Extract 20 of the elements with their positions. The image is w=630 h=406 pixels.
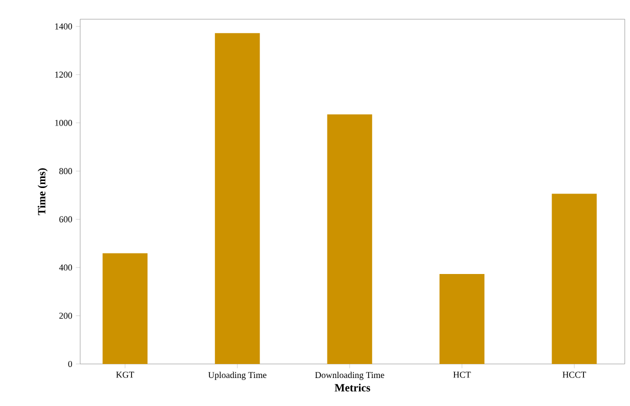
bar (102, 253, 148, 364)
y-tick-label: 600 (59, 216, 72, 222)
y-tick-label: 1200 (55, 72, 72, 78)
x-tick-label: KGT (116, 372, 134, 378)
x-tick-label: HCT (453, 372, 471, 378)
x-axis-title: Metrics (334, 384, 370, 392)
y-axis-title: Time (ms) (38, 168, 48, 216)
y-tick-label: 0 (68, 360, 72, 367)
y-tick-label: 1000 (55, 120, 72, 126)
y-tick-label: 1400 (55, 23, 72, 30)
bar (552, 194, 597, 364)
bar (440, 274, 484, 364)
bar (327, 114, 372, 364)
x-tick-label: Uploading Time (208, 372, 266, 380)
x-tick-label: Downloading Time (315, 372, 384, 380)
bar (214, 33, 260, 364)
y-tick-label: 400 (59, 264, 72, 270)
x-tick-label: HCCT (562, 372, 586, 378)
y-tick-label: 200 (59, 312, 72, 319)
y-tick-label: 800 (59, 168, 72, 174)
